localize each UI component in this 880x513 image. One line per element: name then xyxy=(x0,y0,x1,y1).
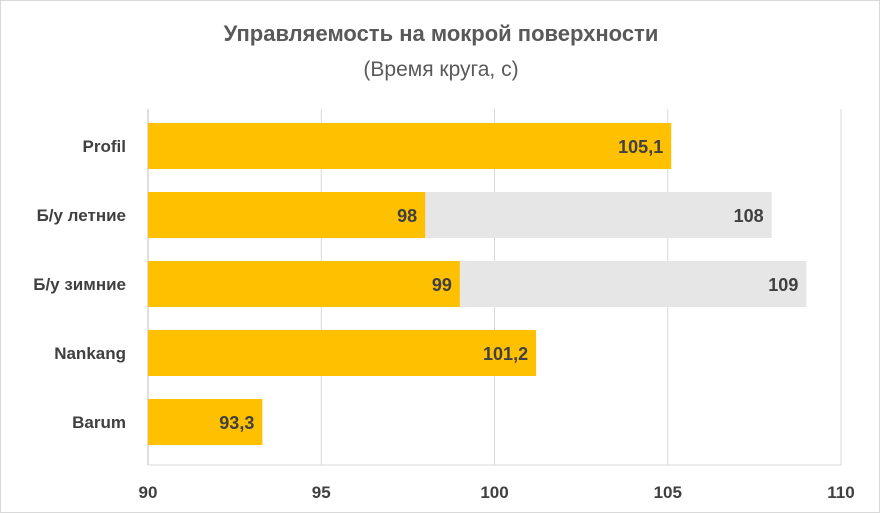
chart-subtitle: (Время круга, с) xyxy=(363,58,518,81)
data-label: 109 xyxy=(768,275,798,295)
value-axis: 90 95 100 105 110 xyxy=(139,483,855,502)
category-label: Б/у зимние xyxy=(33,275,126,294)
bars xyxy=(148,123,807,445)
data-label: 98 xyxy=(397,206,417,226)
data-label: 108 xyxy=(734,206,764,226)
data-label: 99 xyxy=(432,275,452,295)
category-label: Nankang xyxy=(54,344,126,363)
category-label: Barum xyxy=(72,413,126,432)
bar xyxy=(148,123,672,169)
chart-title: Управляемость на мокрой поверхности xyxy=(224,21,659,46)
category-axis: Profil Б/у летние Б/у зимние Nankang Barum xyxy=(33,137,126,432)
data-labels: 105,1 98 99 101,2 93,3 108 109 xyxy=(219,137,798,433)
bar xyxy=(148,261,460,307)
bar xyxy=(148,330,537,376)
x-tick-label: 90 xyxy=(139,483,158,502)
data-label: 105,1 xyxy=(618,137,663,157)
x-tick-label: 105 xyxy=(654,483,682,502)
x-tick-label: 110 xyxy=(827,483,854,502)
bar xyxy=(148,192,426,238)
data-label: 101,2 xyxy=(483,344,528,364)
x-tick-label: 100 xyxy=(480,483,508,502)
category-label: Б/у летние xyxy=(37,206,126,225)
bar xyxy=(148,399,263,445)
data-label: 93,3 xyxy=(219,413,254,433)
x-tick-label: 95 xyxy=(312,483,331,502)
category-label: Profil xyxy=(83,137,126,156)
